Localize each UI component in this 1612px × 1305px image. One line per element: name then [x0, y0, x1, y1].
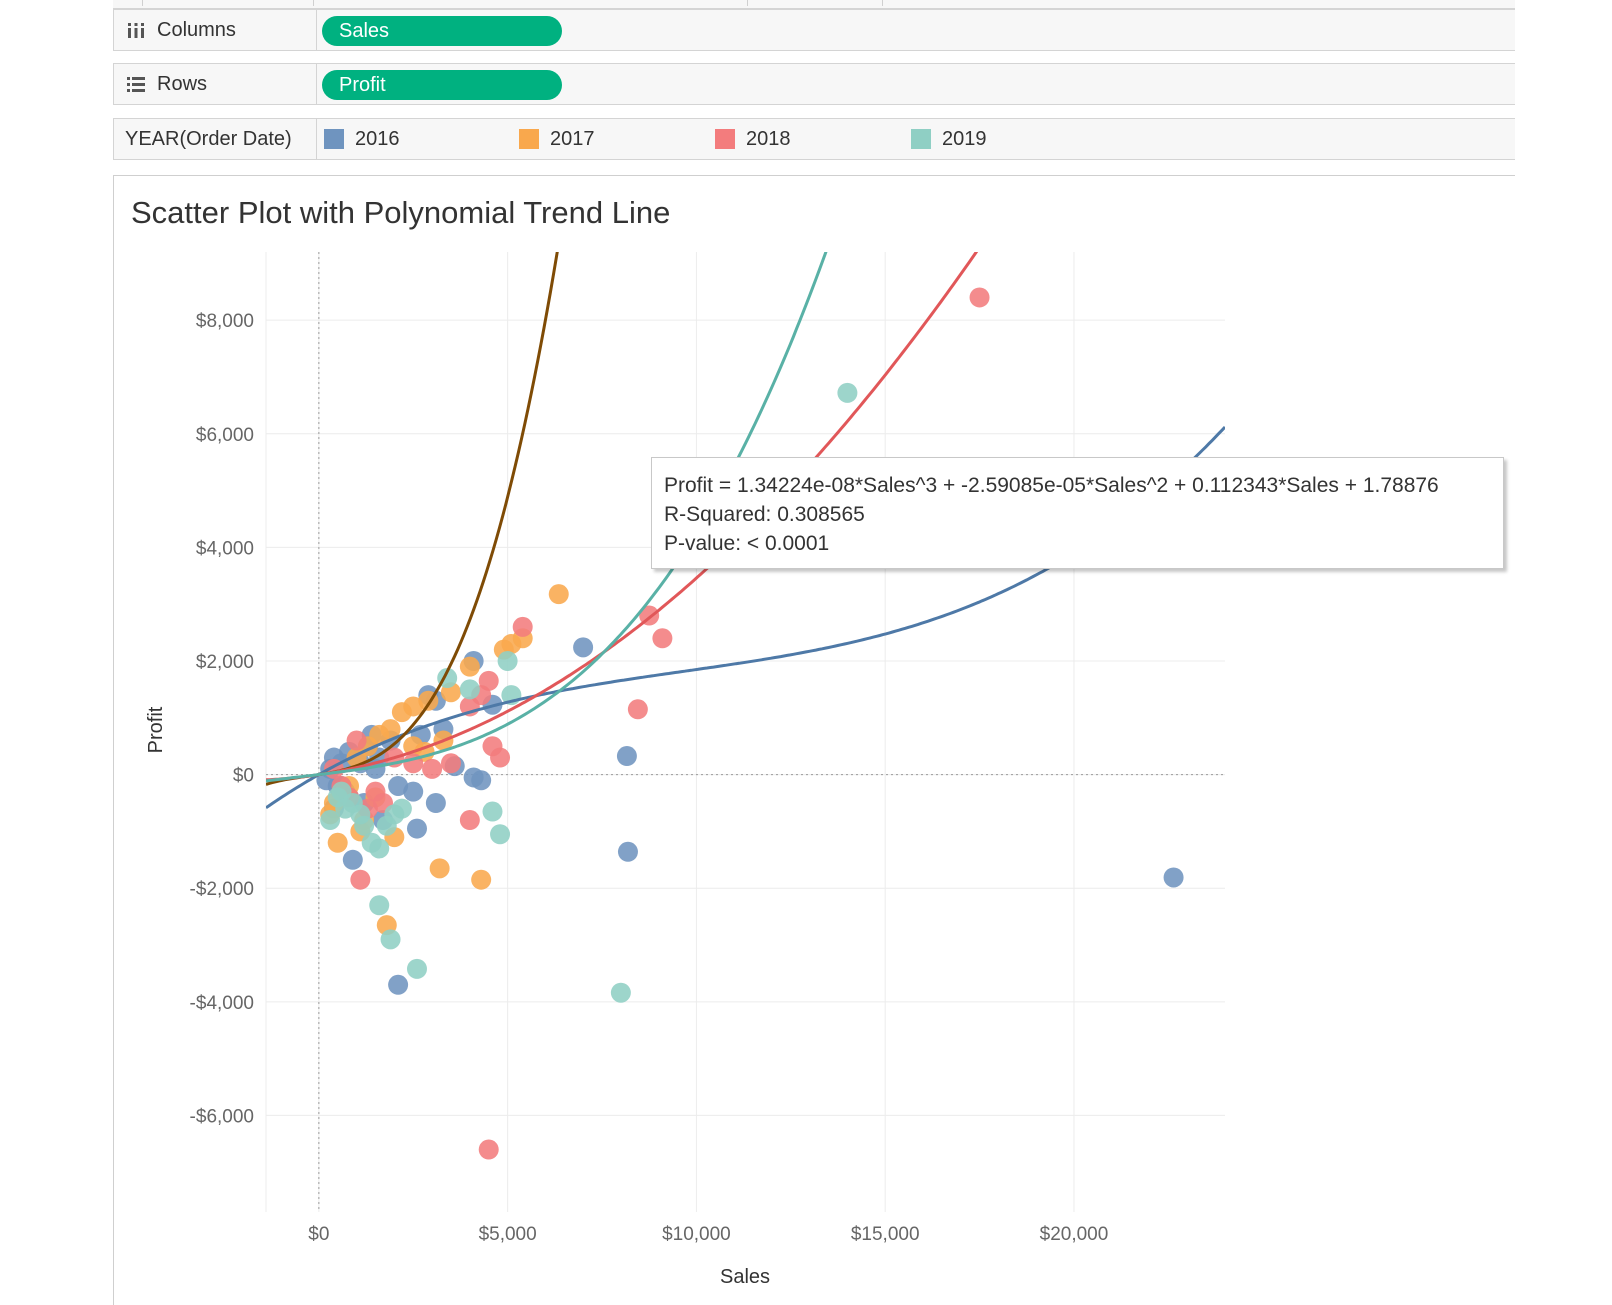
trend-line-2019[interactable] [266, 25, 1225, 783]
point-2019-18[interactable] [320, 810, 341, 831]
point-2018-0[interactable] [969, 287, 990, 308]
x-axis: $0 $5,000 $10,000 $15,000 $20,000 [308, 1224, 1108, 1245]
point-2016-7[interactable] [463, 767, 484, 788]
y-tick-label-4: $0 [233, 766, 254, 787]
point-2016-15[interactable] [425, 793, 446, 814]
profit-pill[interactable]: Profit [322, 70, 562, 100]
legend-swatch-2018 [715, 129, 735, 149]
point-2018-12[interactable] [350, 869, 371, 890]
x-axis-title: Sales [720, 1266, 770, 1288]
point-2017-14[interactable] [391, 702, 412, 723]
point-2018-3[interactable] [627, 699, 648, 720]
columns-shelf-label: Columns [114, 10, 317, 50]
x-tick-label-3: $15,000 [851, 1224, 920, 1245]
tooltip-equation: Profit = 1.34224e-08*Sales^3 + -2.59085e… [664, 474, 1439, 497]
columns-label-text: Columns [157, 18, 236, 41]
point-2016-3[interactable] [573, 637, 594, 658]
color-legend-shelf: YEAR(Order Date) 2016 2017 2018 2019 [113, 118, 1515, 160]
tooltip-r-squared: R-Squared: 0.308565 [664, 503, 865, 526]
left-gutter [0, 0, 113, 1305]
point-2019-4[interactable] [369, 895, 390, 916]
point-2018-7[interactable] [482, 736, 503, 757]
legend-item-2016[interactable]: 2016 [324, 119, 400, 159]
point-2016-29[interactable] [388, 775, 409, 796]
point-2018-17[interactable] [440, 753, 461, 774]
trend-line-2018[interactable] [266, 25, 1225, 782]
point-2019-10[interactable] [497, 650, 518, 671]
y-tick-label-3: $2,000 [196, 652, 254, 673]
point-2017-0[interactable] [548, 584, 569, 605]
point-2018-11[interactable] [459, 810, 480, 831]
x-tick-label-1: $5,000 [479, 1224, 537, 1245]
reference-lines [266, 252, 1225, 1212]
y-axis-title: Profit [145, 706, 167, 753]
point-2019-6[interactable] [490, 824, 511, 845]
point-2018-4[interactable] [512, 616, 533, 637]
point-2018-16[interactable] [422, 758, 443, 779]
point-2016-16[interactable] [388, 974, 409, 995]
legend-label-2018: 2018 [746, 127, 791, 150]
point-2017-5[interactable] [429, 858, 450, 879]
rows-icon [125, 73, 147, 95]
point-2019-1[interactable] [610, 982, 631, 1003]
view-title: Scatter Plot with Polynomial Trend Line [131, 195, 671, 230]
point-2019-22[interactable] [376, 815, 397, 836]
point-2019-3[interactable] [380, 929, 401, 950]
point-2019-15[interactable] [391, 798, 412, 819]
point-2017-10[interactable] [459, 656, 480, 677]
x-tick-label-0: $0 [308, 1224, 329, 1245]
point-2016-14[interactable] [403, 781, 424, 802]
legend-label-2019: 2019 [942, 127, 987, 150]
legend-label-2016: 2016 [355, 127, 400, 150]
toolbar-strip [113, 0, 1515, 9]
point-2017-9[interactable] [327, 832, 348, 853]
trend-lines [266, 25, 1225, 810]
point-2016-13[interactable] [406, 818, 427, 839]
rows-label-text: Rows [157, 72, 208, 95]
y-tick-label-2: $4,000 [196, 538, 254, 559]
point-2018-2[interactable] [652, 628, 673, 649]
x-tick-label-4: $20,000 [1040, 1224, 1109, 1245]
point-2019-2[interactable] [406, 958, 427, 979]
point-2017-4[interactable] [471, 869, 492, 890]
color-label-text: YEAR(Order Date) [125, 127, 292, 150]
sales-pill[interactable]: Sales [322, 16, 562, 46]
legend-swatch-2019 [911, 129, 931, 149]
y-tick-label-5: -$2,000 [190, 879, 254, 900]
rows-shelf-label: Rows [114, 64, 317, 104]
y-tick-label-1: $6,000 [196, 425, 254, 446]
trend-tooltip: Profit = 1.34224e-08*Sales^3 + -2.59085e… [651, 457, 1504, 569]
legend-item-2018[interactable]: 2018 [715, 119, 791, 159]
y-tick-label-0: $8,000 [196, 311, 254, 332]
x-tick-label-2: $10,000 [662, 1224, 731, 1245]
columns-shelf: Columns Sales [113, 9, 1515, 51]
point-2019-5[interactable] [482, 801, 503, 822]
legend-label-2017: 2017 [550, 127, 595, 150]
legend-item-2017[interactable]: 2017 [519, 119, 595, 159]
point-2016-0[interactable] [1163, 867, 1184, 888]
y-tick-label-6: -$4,000 [190, 993, 254, 1014]
color-shelf-label: YEAR(Order Date) [114, 119, 317, 159]
point-2016-2[interactable] [616, 746, 637, 767]
trend-line-2017[interactable] [266, 25, 1225, 786]
point-2016-17[interactable] [342, 849, 363, 870]
point-2019-13[interactable] [459, 679, 480, 700]
y-axis: $8,000 $6,000 $4,000 $2,000 $0 -$2,000 -$4,000… [190, 311, 254, 1127]
legend-swatch-2017 [519, 129, 539, 149]
point-2019-20[interactable] [335, 798, 356, 819]
point-2018-18[interactable] [346, 730, 367, 751]
columns-icon [125, 19, 147, 41]
y-tick-label-7: -$6,000 [190, 1106, 254, 1127]
legend-swatch-2016 [324, 129, 344, 149]
legend-item-2019[interactable]: 2019 [911, 119, 987, 159]
point-2019-8[interactable] [361, 832, 382, 853]
point-2018-5[interactable] [478, 1139, 499, 1160]
point-2016-1[interactable] [617, 841, 638, 862]
point-2019-0[interactable] [837, 382, 858, 403]
tooltip-p-value: P-value: < 0.0001 [664, 532, 830, 555]
data-points [316, 287, 1184, 1160]
rows-shelf: Rows Profit [113, 63, 1515, 105]
point-2019-21[interactable] [350, 804, 371, 825]
